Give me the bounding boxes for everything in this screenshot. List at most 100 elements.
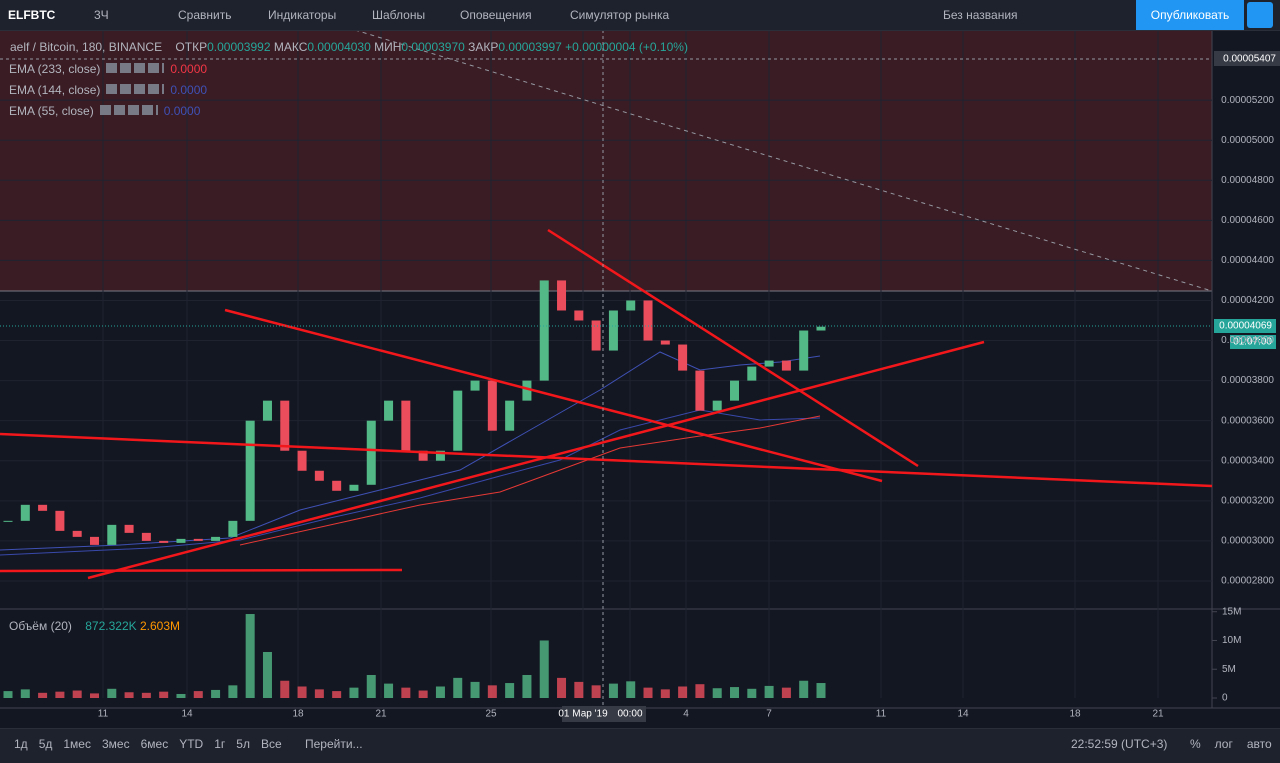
candle xyxy=(89,536,99,545)
candle xyxy=(816,326,826,331)
volume-bar xyxy=(608,683,618,698)
candle xyxy=(574,310,584,321)
btn[interactable]: Индикаторы xyxy=(268,8,337,22)
candle xyxy=(591,320,601,351)
volume-bar xyxy=(314,689,324,698)
trendline xyxy=(0,568,403,573)
last-price: 0.00004069 xyxy=(1219,321,1272,332)
btn[interactable]: Симулятор рынка xyxy=(570,8,670,22)
dashed-trend xyxy=(354,29,1213,292)
volume-value: 872.322K xyxy=(85,619,137,633)
range[interactable]: 5л xyxy=(236,737,250,751)
y-tick-label: 0.00004600 xyxy=(1221,215,1274,226)
range[interactable]: 1д xyxy=(14,737,28,751)
candle xyxy=(730,380,740,401)
volume-bar xyxy=(799,680,809,698)
y-tick-label: 0.00004400 xyxy=(1221,255,1274,266)
volume-bar xyxy=(349,687,359,698)
x-tick-label: 4 xyxy=(683,709,689,720)
x-tick-label: 21 xyxy=(375,709,387,720)
option[interactable]: % xyxy=(1190,737,1201,751)
candle xyxy=(211,536,221,541)
candle xyxy=(20,504,30,521)
range[interactable]: 6мес xyxy=(140,737,169,751)
indicator-name: EMA (55, close) xyxy=(9,104,94,118)
range[interactable]: 3мес xyxy=(101,737,130,751)
volume-bar xyxy=(660,689,670,698)
candle xyxy=(176,538,186,543)
x-tick-label: 01 Мар '19 xyxy=(558,709,608,720)
candle xyxy=(401,400,411,451)
toolbar: ELFBTC 3Ч Сравнить Индикаторы Шаблоны Оп… xyxy=(0,0,1280,31)
symbol[interactable]: ELFBTC xyxy=(8,8,56,22)
indicator: EMA (55, close) 0.0000 xyxy=(9,104,207,125)
x-tick-label: 14 xyxy=(957,709,969,720)
range[interactable]: 1мес xyxy=(63,737,91,751)
volume-bar xyxy=(384,683,394,698)
volume-bar xyxy=(816,683,826,698)
range[interactable]: Все xyxy=(260,737,282,751)
layout-name[interactable]: Без названия xyxy=(943,8,1018,22)
volume-bar xyxy=(211,689,221,698)
range[interactable]: YTD xyxy=(179,737,204,751)
interval[interactable]: 3Ч xyxy=(94,8,109,22)
volume-bar xyxy=(470,681,480,698)
ema-55 xyxy=(0,351,821,551)
candle xyxy=(297,450,307,471)
option[interactable]: лог xyxy=(1214,737,1233,751)
volume-bar xyxy=(72,690,82,698)
y-tick-label: 0.00005200 xyxy=(1221,95,1274,106)
options: % лог авто xyxy=(1190,737,1280,751)
range[interactable]: 1г xyxy=(214,737,226,751)
publish[interactable]: Опубликовать xyxy=(1136,0,1244,30)
volume-bar xyxy=(124,692,134,698)
candle xyxy=(280,400,290,451)
candle xyxy=(3,520,13,522)
candle xyxy=(262,400,272,421)
y-tick-label: 0.00003000 xyxy=(1221,536,1274,547)
candle xyxy=(470,380,480,391)
indicator-name: EMA (233, close) xyxy=(9,62,101,76)
candle xyxy=(366,420,376,485)
volume-bar xyxy=(418,690,428,698)
x-tick-label: 25 xyxy=(485,709,497,720)
btn[interactable]: Оповещения xyxy=(460,8,532,22)
volume-bar xyxy=(38,692,48,698)
volume-bar xyxy=(401,687,411,698)
option[interactable]: авто xyxy=(1246,737,1272,751)
volume-bar xyxy=(297,686,307,698)
range[interactable]: 5д xyxy=(38,737,53,751)
candle xyxy=(228,520,238,537)
candle xyxy=(38,504,48,511)
candle xyxy=(124,524,134,533)
volume-tick-label: 0 xyxy=(1222,693,1228,704)
y-tick-label: 0.00003800 xyxy=(1221,375,1274,386)
candle xyxy=(55,510,65,531)
btn[interactable]: Сравнить xyxy=(178,8,232,22)
volume-bar xyxy=(159,691,169,698)
y-tick-label: 0.00002800 xyxy=(1221,576,1274,587)
volume-value: 2.603M xyxy=(139,619,181,633)
countdown-box xyxy=(1230,335,1276,349)
ohlc-value: 0.00003992 xyxy=(207,40,271,54)
btn[interactable]: Шаблоны xyxy=(372,8,426,22)
volume-bar xyxy=(695,684,705,698)
candle xyxy=(384,400,394,421)
indicator-value: 0.0000 xyxy=(163,104,201,118)
goto[interactable]: Перейти... xyxy=(305,737,363,751)
candle xyxy=(799,330,809,371)
x-tick-label: 00:00 xyxy=(617,709,642,720)
volume-tick-label: 10M xyxy=(1222,635,1241,646)
candle xyxy=(245,420,255,521)
indicator-icons xyxy=(106,84,165,94)
ohlc-label: МАКС xyxy=(273,40,308,54)
volume-bar xyxy=(487,685,497,698)
indicator: EMA (144, close) 0.0000 xyxy=(9,83,207,104)
play[interactable] xyxy=(1247,2,1273,28)
candle xyxy=(781,360,791,371)
volume-bar xyxy=(280,680,290,698)
candle xyxy=(418,450,428,461)
candle xyxy=(539,280,549,381)
volume-bar xyxy=(245,614,255,698)
